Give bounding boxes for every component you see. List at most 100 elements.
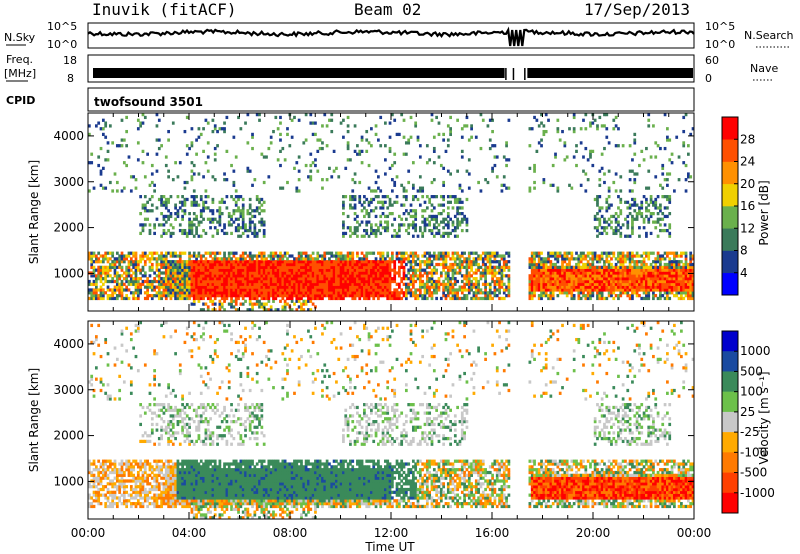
power-cell [418, 175, 422, 179]
power-cell [260, 265, 264, 269]
power-cell [323, 282, 327, 286]
power-cell [169, 279, 173, 284]
power-cell [262, 155, 266, 159]
power-cell [335, 288, 338, 292]
power-cell [316, 251, 320, 255]
power-cell [596, 285, 599, 289]
power-cell [386, 195, 390, 199]
power-cell [437, 288, 441, 292]
power-cell [395, 234, 399, 238]
power-cell [631, 274, 634, 278]
power-cell [425, 223, 429, 227]
power-cell [495, 282, 499, 286]
power-cell [428, 214, 432, 219]
power-cell [272, 288, 275, 292]
power-cell [661, 186, 665, 190]
power-cell [481, 262, 485, 267]
power-cell [640, 214, 644, 219]
power-cell [227, 285, 231, 289]
power-cell [668, 212, 672, 216]
power-cell [584, 189, 588, 193]
power-cell [230, 195, 233, 199]
power-cell [374, 260, 378, 264]
power-cell [155, 152, 159, 156]
power-cell [290, 282, 294, 286]
power-cell [633, 254, 637, 258]
power-cell [111, 288, 115, 292]
power-cell [589, 296, 592, 301]
power-cell [113, 288, 117, 292]
power-cell [446, 169, 450, 173]
power-cell [612, 271, 616, 275]
power-cell [673, 265, 676, 269]
power-cell [647, 274, 651, 278]
power-cell [654, 277, 658, 281]
power-cell [659, 254, 662, 258]
power-cell [593, 214, 597, 219]
power-cell [192, 189, 196, 193]
power-cell [640, 285, 644, 289]
power-cell [302, 271, 306, 275]
power-cell [148, 251, 152, 255]
power-cell [323, 251, 327, 255]
power-cell [446, 200, 450, 204]
power-cell [677, 288, 681, 292]
power-cell [209, 291, 212, 295]
power-cell [272, 285, 275, 289]
power-cell [101, 271, 105, 275]
power-cell [90, 265, 94, 269]
power-cell [493, 254, 497, 258]
power-cell [409, 254, 413, 258]
power-cell [542, 274, 546, 278]
power-cell [451, 288, 455, 292]
power-cell [183, 277, 187, 281]
power-cell [332, 254, 336, 258]
power-cell [358, 279, 362, 284]
power-cell [612, 288, 616, 292]
power-cell [101, 268, 105, 272]
power-cell [153, 271, 156, 275]
power-cell [377, 294, 380, 298]
power-cell [108, 180, 112, 185]
power-cell [234, 257, 238, 261]
power-cell [304, 260, 308, 264]
power-cell [561, 265, 564, 269]
power-cell [437, 262, 441, 267]
power-cell [265, 279, 268, 284]
power-cell [195, 200, 198, 204]
power-cell [423, 288, 427, 292]
power-cell [666, 214, 669, 219]
power-cell [225, 288, 229, 292]
power-cell [125, 115, 129, 120]
power-cell [267, 288, 271, 292]
power-cell [628, 234, 632, 238]
power-cell [460, 279, 464, 284]
power-cell [197, 127, 201, 131]
power-cell [400, 277, 404, 281]
power-cell [213, 291, 217, 295]
power-cell [591, 149, 595, 153]
power-cell [607, 262, 611, 267]
power-cell [365, 260, 369, 264]
power-cell [432, 288, 436, 292]
power-cell [241, 262, 245, 267]
power-cell [307, 291, 310, 295]
power-cell [155, 274, 159, 278]
power-cell [418, 144, 422, 148]
power-cell [603, 124, 606, 128]
power-cell [659, 279, 662, 284]
power-cell [241, 268, 245, 272]
power-cell [227, 277, 231, 281]
power-cell [668, 265, 672, 269]
power-cell [668, 251, 672, 255]
power-cell [645, 285, 648, 289]
power-cell [467, 251, 471, 255]
power-cell [297, 155, 301, 159]
power-cell [220, 285, 224, 289]
power-cell [311, 285, 315, 289]
power-cell [463, 260, 466, 264]
power-cell [467, 158, 471, 162]
power-cell [481, 282, 485, 286]
power-cell [190, 144, 194, 148]
power-cell [183, 294, 187, 298]
